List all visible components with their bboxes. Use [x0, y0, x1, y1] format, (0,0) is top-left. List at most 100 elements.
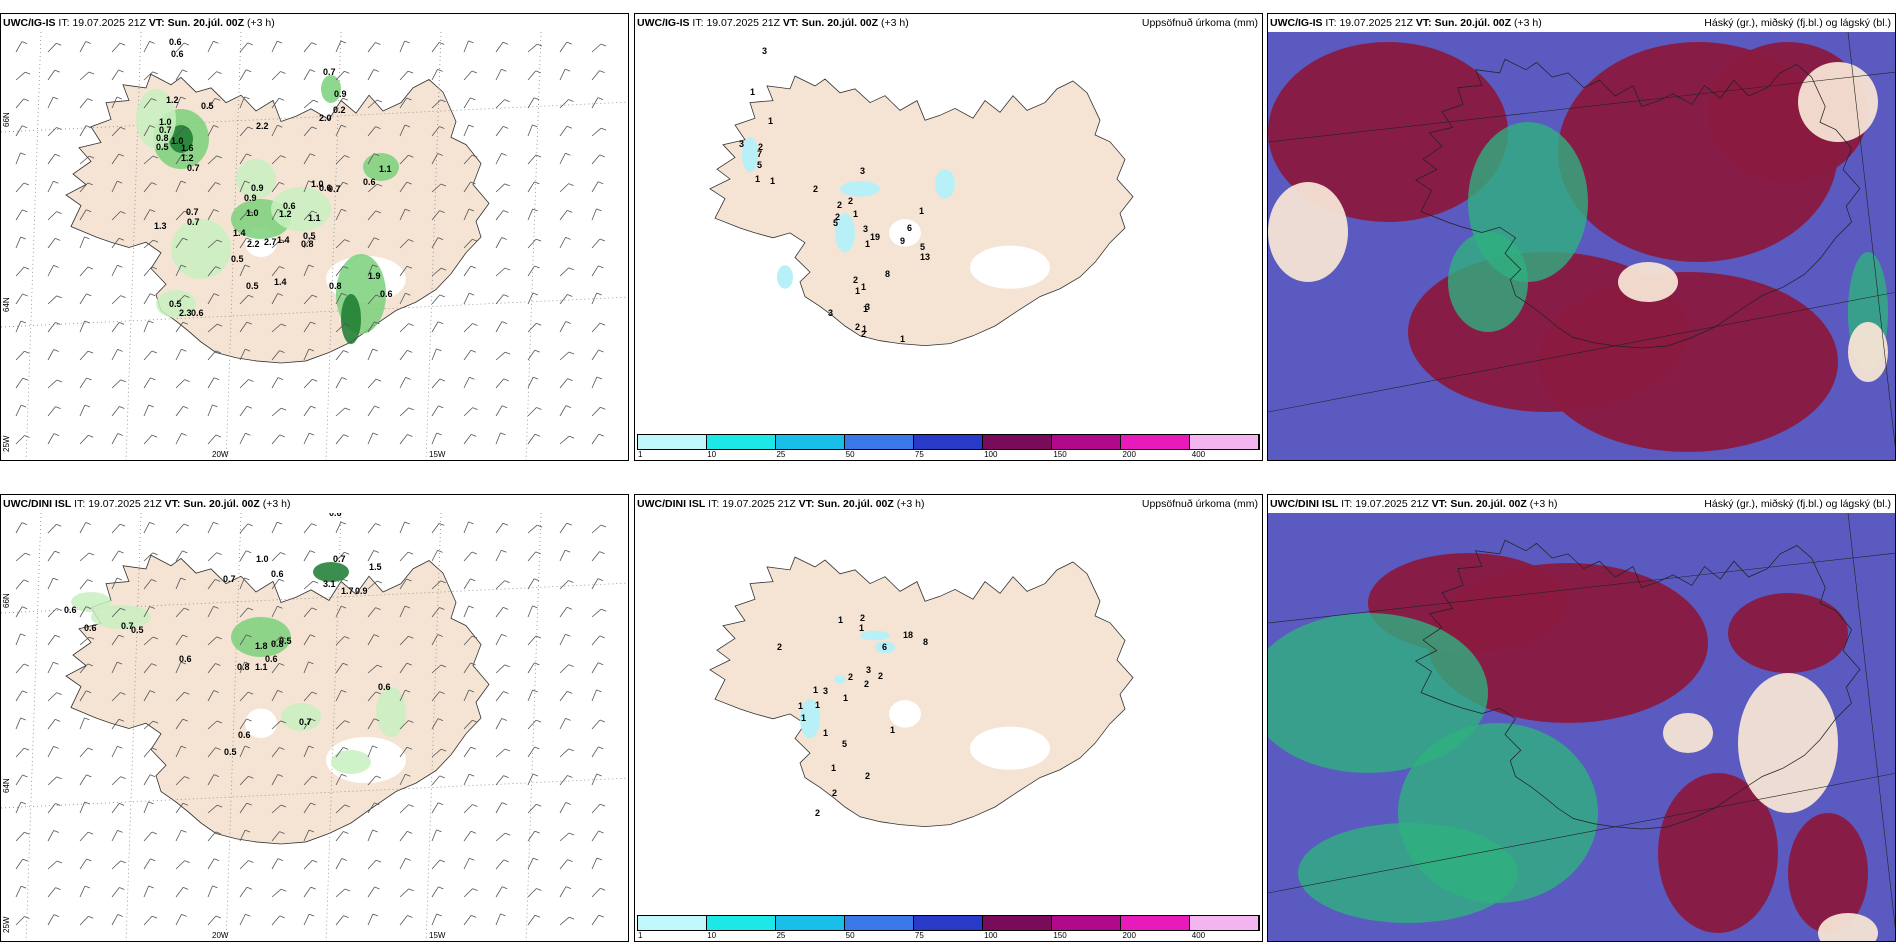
wind-barb — [79, 885, 91, 898]
precip-map[interactable]: 3 1 1 7 5 2 3 1 1 2 3 19 9 13 5 1 6 5 2 2 2 3 1 8 1 3 2 1 1 1 2 2 1 3 1 — [635, 32, 1262, 460]
legend-tick-label: 75 — [914, 931, 924, 940]
wind-barb — [111, 634, 124, 646]
wind-barb — [271, 888, 287, 898]
wind-barb — [527, 238, 542, 249]
wind-barb — [591, 578, 604, 590]
wind-barb — [431, 549, 443, 562]
precip-value-label: 1.2 — [181, 153, 194, 163]
wind-barb — [239, 294, 254, 305]
axis-label: 66N — [2, 593, 11, 608]
precip-value-label: 1 — [755, 174, 760, 184]
precip-blob — [236, 159, 276, 199]
wind-barb — [271, 720, 286, 730]
legend-swatch — [983, 916, 1052, 930]
panel-ig-precip: UWC/IG-IS IT: 19.07.2025 21Z VT: Sun. 20… — [634, 13, 1263, 461]
wind-map[interactable]: 0.6 1.0 0.7 0.6 0.7 1.5 3.1 1.7 0.9 0.6 0.6 0.7 0.5 0… — [1, 513, 628, 941]
wind-barb — [175, 745, 187, 758]
precip-value-label: 1.4 — [274, 277, 287, 287]
precip-value-label: 1 — [859, 623, 864, 633]
wind-barb — [47, 180, 59, 193]
clear-sky-area — [1663, 713, 1713, 753]
wind-barb — [111, 96, 123, 109]
wind-barb — [111, 914, 123, 926]
wind-barb — [367, 607, 381, 618]
wind-barb — [495, 378, 509, 389]
grid-line — [1268, 773, 1895, 894]
wind-barb — [431, 267, 447, 277]
cloud-map[interactable] — [1268, 32, 1895, 460]
coastline — [1415, 539, 1861, 830]
wind-barb — [335, 747, 349, 758]
wind-barb — [527, 181, 540, 193]
wind-barb — [79, 209, 92, 221]
wind-barb — [111, 523, 126, 534]
precip-value-label: 5 — [833, 218, 838, 228]
wind-barb — [431, 913, 442, 926]
wind-barb — [207, 323, 223, 333]
wind-barb — [239, 180, 250, 193]
legend-ticks: 1 10 25 50 75 100 150 200 400 — [637, 450, 1260, 460]
wind-barb — [591, 914, 604, 926]
precip-value-label: 0.9 — [334, 89, 347, 99]
wind-barb — [591, 662, 604, 674]
wind-barb — [111, 718, 125, 730]
wind-barb — [79, 182, 93, 193]
precip-value-label: 1.0 — [246, 208, 259, 218]
wind-barb — [591, 773, 602, 786]
precip-value-label: 0.9 — [355, 586, 368, 596]
wind-barb — [399, 915, 413, 926]
wind-barb — [335, 155, 350, 165]
panel-title: Háský (gr.), miðský (fj.bl.) og lágský (… — [1704, 498, 1891, 510]
legend-tick-label: 1 — [638, 931, 643, 940]
wind-barb — [495, 183, 510, 193]
wind-barb — [79, 636, 95, 646]
wind-barb — [527, 43, 543, 53]
precip-blob — [935, 169, 955, 199]
precip-value-label: 1 — [768, 116, 773, 126]
wind-barb — [463, 181, 476, 193]
wind-barb — [271, 124, 283, 137]
axis-label: 25W — [2, 435, 11, 452]
wind-barb — [47, 406, 61, 417]
wind-barb — [207, 831, 221, 842]
wind-barb — [335, 434, 349, 445]
cloud-map[interactable] — [1268, 513, 1895, 941]
wind-barb — [175, 379, 190, 389]
wind-barb — [15, 350, 30, 361]
wind-barb — [271, 377, 284, 389]
wind-barb — [559, 832, 575, 842]
wind-barb — [47, 634, 61, 646]
precip-map[interactable]: 1 2 1 2 6 18 8 2 2 3 2 1 3 1 1 1 1 1 5 1 2 1 2 2 — [635, 513, 1262, 941]
wind-barb — [271, 239, 286, 249]
wind-barb — [495, 522, 509, 534]
low-cloud-area — [1268, 613, 1488, 773]
wind-barb — [239, 745, 251, 758]
wind-barb — [591, 376, 603, 389]
wind-barb — [47, 295, 62, 305]
precip-value-label: 2 — [853, 275, 858, 285]
wind-barb — [47, 577, 59, 590]
wind-barb — [175, 860, 190, 870]
wind-barb — [47, 608, 62, 618]
wind-barb — [303, 237, 316, 249]
wind-barb — [175, 264, 187, 277]
wind-barb — [367, 886, 380, 898]
wind-barb — [271, 774, 283, 786]
wind-barb — [207, 266, 221, 277]
wind-barb — [79, 552, 95, 562]
precip-value-label: 1.9 — [368, 271, 381, 281]
panel-dini-cloud: UWC/DINI ISL IT: 19.07.2025 21Z VT: Sun.… — [1267, 494, 1896, 942]
wind-barb — [399, 323, 414, 333]
wind-barb — [111, 607, 126, 618]
wind-barb — [303, 99, 319, 109]
wind-barb — [239, 348, 251, 361]
precip-value-label: 1.0 — [171, 136, 184, 146]
wind-barb — [303, 523, 317, 534]
precip-value-label: 1 — [770, 176, 775, 186]
wind-barb — [47, 322, 61, 333]
wind-barb — [79, 404, 91, 417]
wind-barb — [15, 885, 27, 898]
wind-barb — [175, 607, 190, 618]
wind-barb — [463, 689, 475, 702]
wind-map[interactable]: 0.6 0.6 0.7 1.2 0.5 0.9 0.2 2.0 1.0 0.7 0.8 0.5 1.0 1… — [1, 32, 628, 460]
